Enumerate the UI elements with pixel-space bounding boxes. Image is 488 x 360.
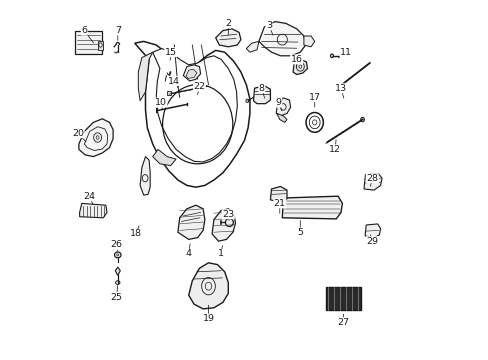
Polygon shape [276, 113, 286, 122]
Polygon shape [276, 98, 290, 116]
Text: 5: 5 [297, 228, 303, 237]
Polygon shape [152, 49, 237, 162]
Text: 10: 10 [155, 98, 166, 107]
Polygon shape [186, 69, 197, 78]
Polygon shape [292, 59, 307, 75]
Text: 14: 14 [168, 77, 180, 85]
Text: 19: 19 [202, 314, 214, 323]
Polygon shape [134, 41, 249, 187]
Polygon shape [253, 86, 270, 104]
Bar [167, 91, 171, 95]
Bar [75, 31, 102, 54]
Text: 11: 11 [339, 48, 351, 57]
Text: 22: 22 [193, 82, 205, 91]
Polygon shape [258, 22, 305, 56]
Text: 12: 12 [328, 145, 341, 154]
Polygon shape [183, 65, 200, 81]
Text: 20: 20 [72, 129, 84, 138]
Polygon shape [178, 205, 204, 239]
Text: 28: 28 [366, 174, 378, 183]
Polygon shape [115, 267, 120, 275]
Polygon shape [363, 174, 381, 190]
Polygon shape [79, 119, 113, 157]
Polygon shape [282, 196, 342, 219]
Polygon shape [246, 41, 258, 52]
Polygon shape [80, 203, 107, 218]
Polygon shape [365, 224, 380, 238]
Polygon shape [303, 36, 314, 47]
Text: 2: 2 [225, 19, 231, 28]
Text: 29: 29 [366, 237, 378, 246]
Text: 8: 8 [258, 84, 264, 93]
Text: 15: 15 [164, 48, 176, 57]
Text: 24: 24 [83, 192, 95, 201]
Text: 21: 21 [273, 199, 285, 208]
Polygon shape [212, 209, 235, 241]
Text: 9: 9 [275, 98, 281, 107]
Text: 18: 18 [129, 230, 142, 239]
Polygon shape [188, 263, 228, 309]
Text: 27: 27 [337, 318, 349, 327]
Text: 25: 25 [110, 292, 122, 302]
Text: 16: 16 [290, 55, 302, 64]
Text: 13: 13 [334, 84, 346, 93]
Polygon shape [152, 149, 176, 166]
Text: 6: 6 [81, 26, 87, 35]
Bar [325, 287, 360, 310]
Text: 23: 23 [222, 210, 234, 219]
Polygon shape [270, 186, 286, 202]
Text: 17: 17 [308, 93, 320, 102]
Text: 7: 7 [115, 26, 121, 35]
Text: 3: 3 [265, 21, 271, 30]
Polygon shape [215, 29, 241, 47]
Polygon shape [140, 157, 150, 195]
Text: 4: 4 [185, 249, 191, 258]
Text: 1: 1 [218, 249, 224, 258]
Bar [98, 41, 103, 50]
Polygon shape [138, 52, 152, 101]
Text: 26: 26 [110, 240, 122, 249]
